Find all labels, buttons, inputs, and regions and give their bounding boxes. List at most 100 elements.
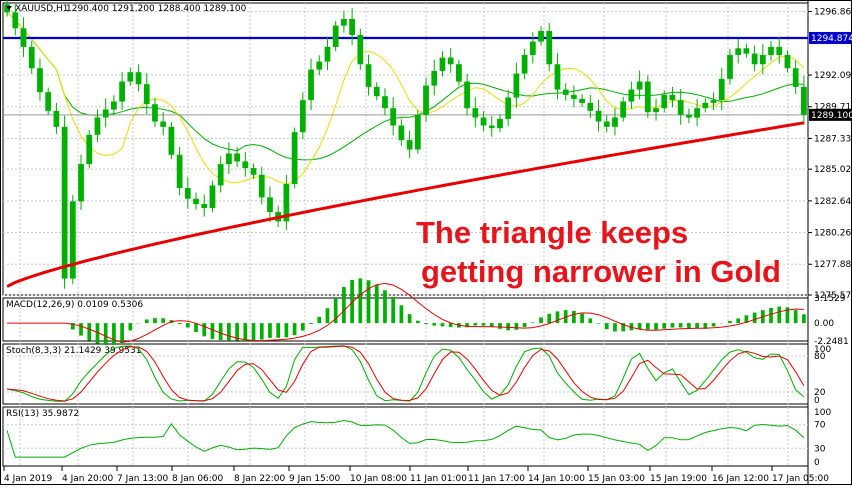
- macd-axis-label: 0.00: [814, 319, 834, 329]
- candle-body: [4, 4, 10, 13]
- x-axis-tick-label: 15 Jan 03:00: [588, 474, 645, 484]
- candle-body: [636, 81, 643, 90]
- candle-body: [677, 100, 684, 115]
- candle-body: [620, 101, 627, 118]
- y-axis-tick-label: 1275.570: [814, 291, 852, 301]
- candle-body: [69, 201, 76, 279]
- candle-body: [12, 12, 19, 29]
- stoch-axis-label: 80: [814, 352, 826, 362]
- candle-body: [250, 168, 257, 175]
- candle-body: [308, 69, 314, 101]
- macd-axis-label: -2.2481: [814, 337, 849, 347]
- candle-body: [686, 114, 692, 118]
- candle-body: [653, 108, 659, 113]
- candle-body: [587, 102, 594, 111]
- y-axis-tick-label: 1280.260: [814, 229, 852, 239]
- candle-body: [480, 117, 487, 126]
- x-axis-tick-label: 16 Jan 12:00: [712, 474, 769, 484]
- candle-body: [160, 121, 167, 127]
- candle-body: [143, 84, 150, 105]
- candle-body: [595, 110, 602, 122]
- candle-body: [661, 94, 668, 109]
- candle-body: [209, 185, 216, 209]
- candle-body: [258, 174, 265, 198]
- candle-body: [86, 134, 93, 165]
- candle-body: [538, 30, 544, 42]
- candle-body: [472, 108, 479, 118]
- chart-ohlc-label: 1290.400 1291.200 1288.400 1289.100: [66, 4, 247, 14]
- candle-body: [398, 125, 405, 141]
- annotation-line: The triangle keeps: [416, 215, 688, 250]
- candle-body: [414, 114, 421, 150]
- resistance-price-label: 1294.874: [811, 34, 852, 44]
- x-axis-tick-label: 10 Jan 08:00: [350, 474, 407, 484]
- candle-body: [61, 126, 68, 279]
- candle-body: [456, 64, 462, 82]
- candle-body: [644, 81, 651, 113]
- x-axis-tick-label: 11 Jan 01:00: [410, 474, 467, 484]
- candle-body: [571, 94, 577, 99]
- candle-body: [357, 34, 364, 65]
- rsi-axis-label: 30: [814, 444, 826, 454]
- candle-body: [127, 72, 134, 82]
- x-axis-tick-label: 4 Jan 2019: [4, 474, 52, 484]
- candle-body: [267, 197, 273, 213]
- candle-body: [628, 89, 635, 102]
- candle-body: [373, 86, 380, 97]
- candle-body: [702, 102, 709, 109]
- rsi-axis-label: 0: [814, 458, 820, 468]
- candle-body: [776, 46, 783, 55]
- candle-body: [119, 81, 125, 102]
- candle-body: [45, 92, 52, 111]
- candle-body: [718, 78, 725, 101]
- x-axis-tick-label: 8 Jan 06:00: [172, 474, 224, 484]
- candle-body: [226, 153, 232, 165]
- candle-body: [283, 184, 290, 222]
- fast-moving-average: [6, 11, 805, 185]
- candle-body: [111, 101, 117, 110]
- x-axis-tick-label: 4 Jan 20:00: [62, 474, 114, 484]
- candle-body: [735, 48, 742, 55]
- y-axis-tick-label: 1282.640: [814, 197, 852, 207]
- chart-symbol-label: XAUUSD,H1: [15, 4, 69, 14]
- candle-body: [612, 117, 618, 127]
- candle-body: [513, 73, 520, 98]
- candle-body: [521, 54, 528, 74]
- candle-body: [546, 30, 553, 65]
- macd-title: MACD(12,26,9) 0.0109 0.5306: [6, 300, 143, 310]
- candle-body: [168, 126, 175, 155]
- candle-body: [135, 72, 142, 85]
- candle-body: [316, 61, 323, 70]
- y-axis-tick-label: 1287.330: [814, 134, 852, 144]
- candle-body: [242, 161, 249, 169]
- candle-body: [390, 108, 397, 126]
- resistance-price-label-box: [809, 31, 851, 44]
- candle-body: [579, 98, 585, 103]
- candle-body: [217, 164, 224, 186]
- candle-body: [431, 70, 438, 86]
- candle-body: [291, 132, 298, 185]
- candle-body: [562, 89, 569, 95]
- candle-body: [20, 28, 27, 47]
- stoch-axis-label: 0: [814, 396, 820, 406]
- candle-body: [152, 104, 158, 122]
- stoch-axis-label: 100: [814, 345, 831, 355]
- candle-body: [447, 57, 454, 65]
- rsi-axis-label: 70: [814, 421, 826, 431]
- candle-body: [801, 86, 807, 115]
- candle-body: [365, 64, 372, 87]
- stoch-signal-line: [7, 345, 805, 402]
- y-axis-tick-label: 1289.710: [814, 103, 852, 113]
- x-axis-tick-label: 15 Jan 19:00: [650, 474, 707, 484]
- x-axis-tick-label: 14 Jan 10:00: [528, 474, 585, 484]
- candle-body: [382, 96, 388, 109]
- candle-body: [184, 188, 191, 199]
- candle-body: [529, 41, 536, 55]
- candle-body: [727, 54, 733, 79]
- candle-body: [751, 53, 758, 65]
- slow-moving-average: [6, 11, 804, 161]
- candle-body: [299, 100, 306, 133]
- candle-body: [603, 121, 610, 127]
- candle-body: [193, 198, 199, 205]
